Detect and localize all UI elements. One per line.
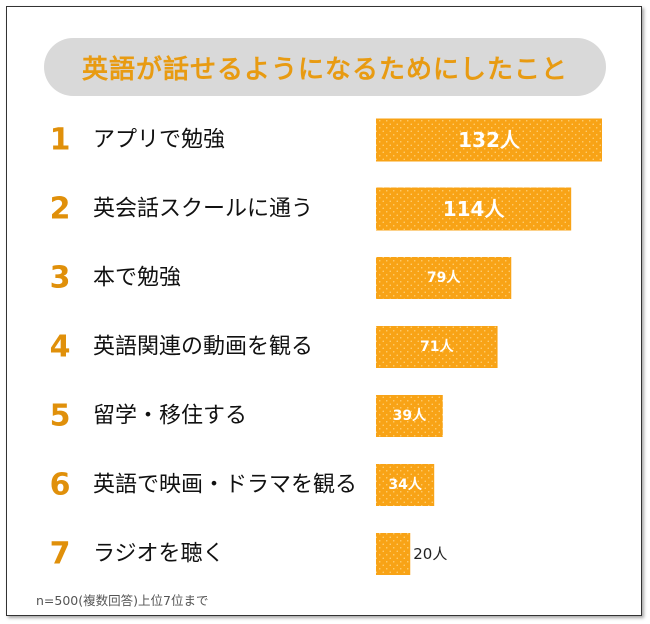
data-label: 114人: [443, 197, 506, 221]
bar: [376, 464, 435, 506]
rank-number: 3: [50, 261, 71, 296]
category-label: 英語で映画・ドラマを観る: [93, 473, 357, 498]
rank-number: 4: [50, 330, 71, 365]
footnote: n=500(複数回答)上位7位まで: [36, 593, 209, 608]
category-label: ラジオを聴く: [93, 542, 225, 567]
rank-number: 5: [50, 399, 71, 434]
chart-title: 英語が話せるようになるためにしたこと: [81, 54, 568, 85]
infographic-frame: [6, 6, 642, 616]
title-banner: 英語が話せるようになるためにしたこと: [44, 38, 606, 96]
rank-number: 2: [50, 192, 71, 227]
bar: [376, 326, 498, 368]
category-label: 本で勉強: [93, 266, 181, 291]
rank-number: 6: [50, 468, 71, 503]
data-label: 132人: [458, 128, 521, 152]
data-label: 79人: [427, 269, 461, 286]
category-label: 英会話スクールに通う: [93, 197, 313, 222]
bar: [376, 395, 443, 437]
category-label: 留学・移住する: [93, 404, 247, 429]
category-label: 英語関連の動画を観る: [93, 335, 313, 360]
data-label: 20人: [413, 545, 447, 563]
bar: [376, 187, 572, 231]
rank-number: 7: [50, 537, 71, 572]
bar: [376, 257, 512, 299]
bar: [376, 118, 602, 162]
category-label: アプリで勉強: [93, 128, 225, 153]
data-label: 34人: [388, 476, 422, 493]
bar: [376, 533, 411, 575]
data-label: 39人: [393, 407, 427, 424]
data-label: 71人: [420, 338, 454, 355]
rank-number: 1: [50, 123, 71, 158]
